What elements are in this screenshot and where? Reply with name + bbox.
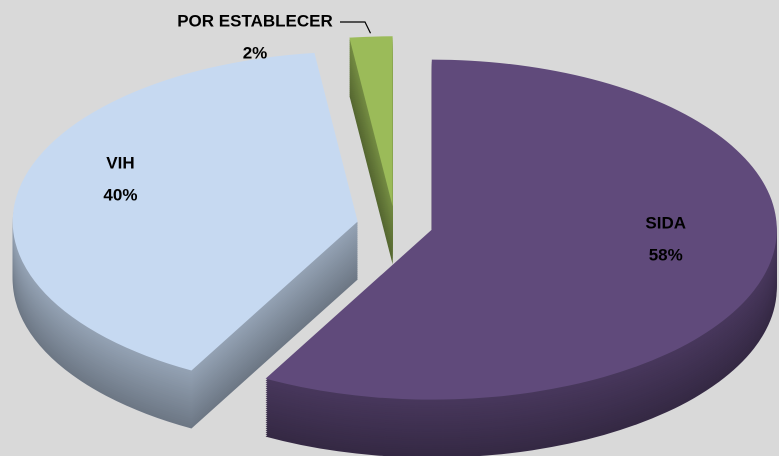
slice-value-label: 58% — [649, 246, 683, 265]
slice-label: VIH — [106, 154, 134, 173]
slice-label: POR ESTABLECER — [177, 11, 333, 30]
slice — [265, 59, 777, 400]
slice — [12, 52, 358, 371]
slice — [349, 36, 393, 207]
slice-value-label: 40% — [103, 186, 137, 205]
leader-line — [340, 21, 372, 34]
slice-value-label: 2% — [243, 43, 268, 62]
slice-label: SIDA — [645, 214, 686, 233]
